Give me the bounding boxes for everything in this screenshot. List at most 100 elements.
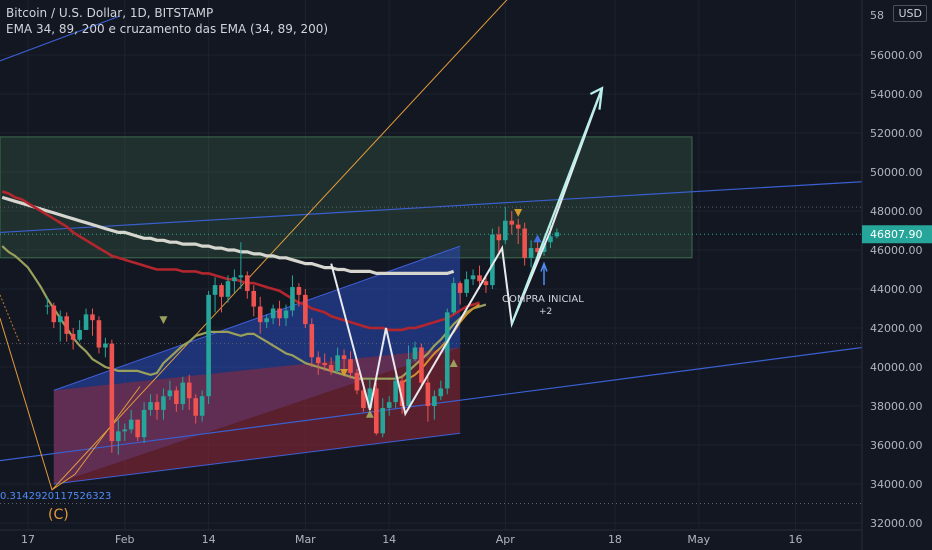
candle[interactable]	[432, 390, 437, 420]
candle[interactable]	[296, 283, 302, 307]
candle[interactable]	[451, 277, 456, 315]
candle[interactable]	[264, 314, 269, 328]
candle[interactable]	[386, 396, 392, 416]
ema-cross-line	[401, 303, 481, 384]
candle-body	[457, 283, 463, 293]
candle[interactable]	[199, 390, 205, 422]
time-tick-label: Mar	[295, 533, 316, 546]
trendline-top[interactable]	[0, 15, 121, 62]
candle[interactable]	[522, 222, 527, 266]
candle-body	[277, 308, 282, 319]
fib-fan-line[interactable]	[51, 0, 510, 491]
candle[interactable]	[425, 374, 431, 422]
target-arrow-line[interactable]	[510, 87, 604, 325]
candle[interactable]	[496, 226, 502, 252]
candle-body	[116, 431, 121, 442]
candle[interactable]	[412, 341, 418, 362]
candle[interactable]	[186, 374, 192, 410]
candle[interactable]	[45, 296, 50, 315]
candle[interactable]	[399, 374, 405, 414]
candle[interactable]	[470, 269, 476, 286]
candle[interactable]	[380, 398, 386, 438]
candle[interactable]	[554, 228, 560, 239]
candle[interactable]	[148, 394, 153, 416]
candle[interactable]	[232, 269, 237, 293]
candle[interactable]	[141, 402, 147, 444]
candle[interactable]	[457, 281, 463, 305]
candle[interactable]	[322, 353, 327, 371]
indicator-title[interactable]: EMA 34, 89, 200 e cruzamento das EMA (34…	[6, 22, 329, 36]
candle[interactable]	[251, 285, 257, 317]
currency-button[interactable]: USD	[893, 5, 927, 22]
candle[interactable]	[406, 345, 411, 410]
candle[interactable]	[348, 351, 353, 379]
candle[interactable]	[290, 275, 295, 317]
buy-arrow-head	[540, 261, 548, 272]
wave-line[interactable]	[0, 318, 141, 491]
candle[interactable]	[257, 296, 263, 334]
price-axis[interactable]	[862, 0, 932, 550]
candle[interactable]	[70, 328, 76, 350]
candle[interactable]	[419, 343, 424, 389]
candle[interactable]	[483, 275, 489, 293]
candle[interactable]	[374, 382, 379, 436]
candle[interactable]	[90, 308, 95, 336]
candle[interactable]	[309, 318, 315, 367]
candle[interactable]	[206, 290, 211, 405]
candle[interactable]	[96, 316, 102, 354]
candle[interactable]	[303, 289, 308, 328]
candle-body	[96, 320, 102, 348]
candle[interactable]	[393, 374, 398, 408]
candle-body	[309, 324, 315, 358]
candle[interactable]	[361, 386, 366, 412]
candle[interactable]	[154, 394, 160, 420]
candle[interactable]	[277, 300, 282, 327]
candle[interactable]	[238, 242, 244, 289]
symbol-title[interactable]: Bitcoin / U.S. Dollar, 1D, BITSTAMP	[6, 6, 214, 20]
candle[interactable]	[490, 228, 495, 289]
trendline-upper[interactable]	[0, 181, 863, 234]
candle[interactable]	[245, 271, 250, 299]
candle[interactable]	[128, 409, 134, 434]
candle[interactable]	[57, 310, 63, 342]
time-tick-label: 17	[21, 533, 35, 546]
candle[interactable]	[335, 347, 340, 373]
candle[interactable]	[315, 351, 321, 375]
candle[interactable]	[219, 283, 224, 313]
candle[interactable]	[122, 423, 128, 442]
candle[interactable]	[528, 240, 534, 268]
candle[interactable]	[167, 380, 173, 401]
candle[interactable]	[509, 211, 515, 235]
candle[interactable]	[174, 386, 179, 412]
candle[interactable]	[225, 275, 231, 303]
candle[interactable]	[270, 304, 276, 325]
price-tick-label: 38000.00	[870, 400, 923, 413]
candle[interactable]	[464, 271, 469, 297]
candle-body	[419, 347, 424, 383]
candle[interactable]	[328, 357, 334, 375]
candle[interactable]	[193, 394, 198, 424]
candle[interactable]	[51, 302, 57, 328]
triangle-marker	[159, 316, 168, 325]
candle[interactable]	[135, 419, 140, 442]
candle[interactable]	[83, 308, 89, 330]
candle[interactable]	[438, 380, 444, 401]
candle[interactable]	[180, 376, 186, 410]
candle[interactable]	[161, 388, 166, 420]
candle[interactable]	[116, 419, 121, 455]
candle[interactable]	[212, 277, 218, 313]
candle[interactable]	[103, 337, 108, 358]
candle[interactable]	[444, 308, 450, 395]
candle-body	[348, 359, 353, 373]
zigzag-line[interactable]	[330, 87, 604, 417]
candle[interactable]	[354, 368, 360, 395]
candle[interactable]	[503, 207, 508, 245]
candle-body	[57, 316, 63, 323]
candle[interactable]	[515, 218, 521, 245]
candle[interactable]	[283, 304, 289, 327]
candle[interactable]	[64, 312, 69, 342]
candle[interactable]	[77, 320, 82, 342]
candle[interactable]	[109, 339, 115, 453]
